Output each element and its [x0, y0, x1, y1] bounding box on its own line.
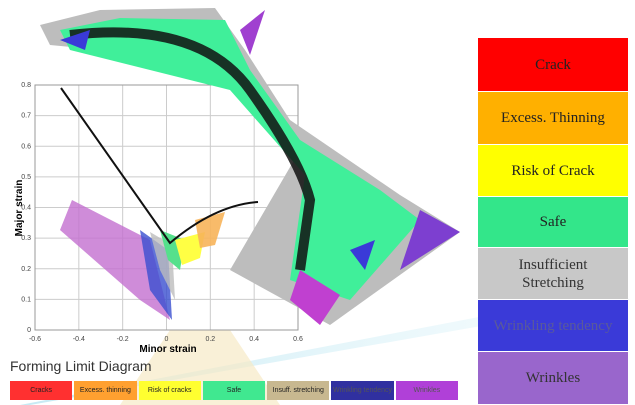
y-tick-label: 0	[27, 327, 31, 334]
x-tick-label: 0.6	[293, 336, 303, 343]
color-bar-item: Wrinkling tendency	[331, 381, 394, 400]
color-bar-item: Safe	[202, 381, 266, 400]
legend-item: Wrinkling tendency	[478, 300, 628, 352]
color-bar-item: Excess. thinning	[74, 381, 137, 400]
wrinkle-cloud	[60, 200, 170, 320]
risk-cloud	[175, 232, 205, 265]
color-bar-item: Cracks	[10, 381, 73, 400]
y-tick-label: 0.8	[21, 82, 31, 89]
x-tick-label: 0.2	[205, 336, 215, 343]
color-bar-item: Insuff. stretching	[267, 381, 330, 400]
y-tick-label: 0.7	[21, 113, 31, 120]
color-bar-item: Wrinkles	[395, 381, 458, 400]
legend-item: Safe	[478, 197, 628, 248]
fld-title: Forming Limit Diagram	[10, 358, 152, 374]
part	[40, 8, 460, 325]
forming-limit-curve	[60, 87, 259, 245]
legend-item: Crack	[478, 38, 628, 92]
legend-item: Excess. Thinning	[478, 92, 628, 145]
y-tick-label: 0.2	[21, 266, 31, 273]
x-tick-label: 0	[165, 336, 169, 343]
y-axis-label: Major strain	[14, 180, 25, 237]
y-tick-label: 0.3	[21, 235, 31, 242]
x-axis-label: Minor strain	[139, 344, 196, 355]
y-tick-label: 0.6	[21, 143, 31, 150]
y-tick-label: 0.1	[21, 296, 31, 303]
color-bar-item: Risk of cracks	[138, 381, 201, 400]
x-tick-label: -0.4	[73, 336, 85, 343]
thinning-cloud	[195, 212, 225, 248]
x-tick-label: -0.2	[117, 336, 129, 343]
legend-item: Insufficient Stretching	[478, 248, 628, 300]
y-tick-label: 0.5	[21, 174, 31, 181]
legend-item: Wrinkles	[478, 352, 628, 405]
legend-item: Risk of Crack	[478, 145, 628, 197]
x-tick-label: -0.6	[29, 336, 41, 343]
x-tick-label: 0.4	[249, 336, 259, 343]
y-tick-label: 0.4	[21, 205, 31, 212]
